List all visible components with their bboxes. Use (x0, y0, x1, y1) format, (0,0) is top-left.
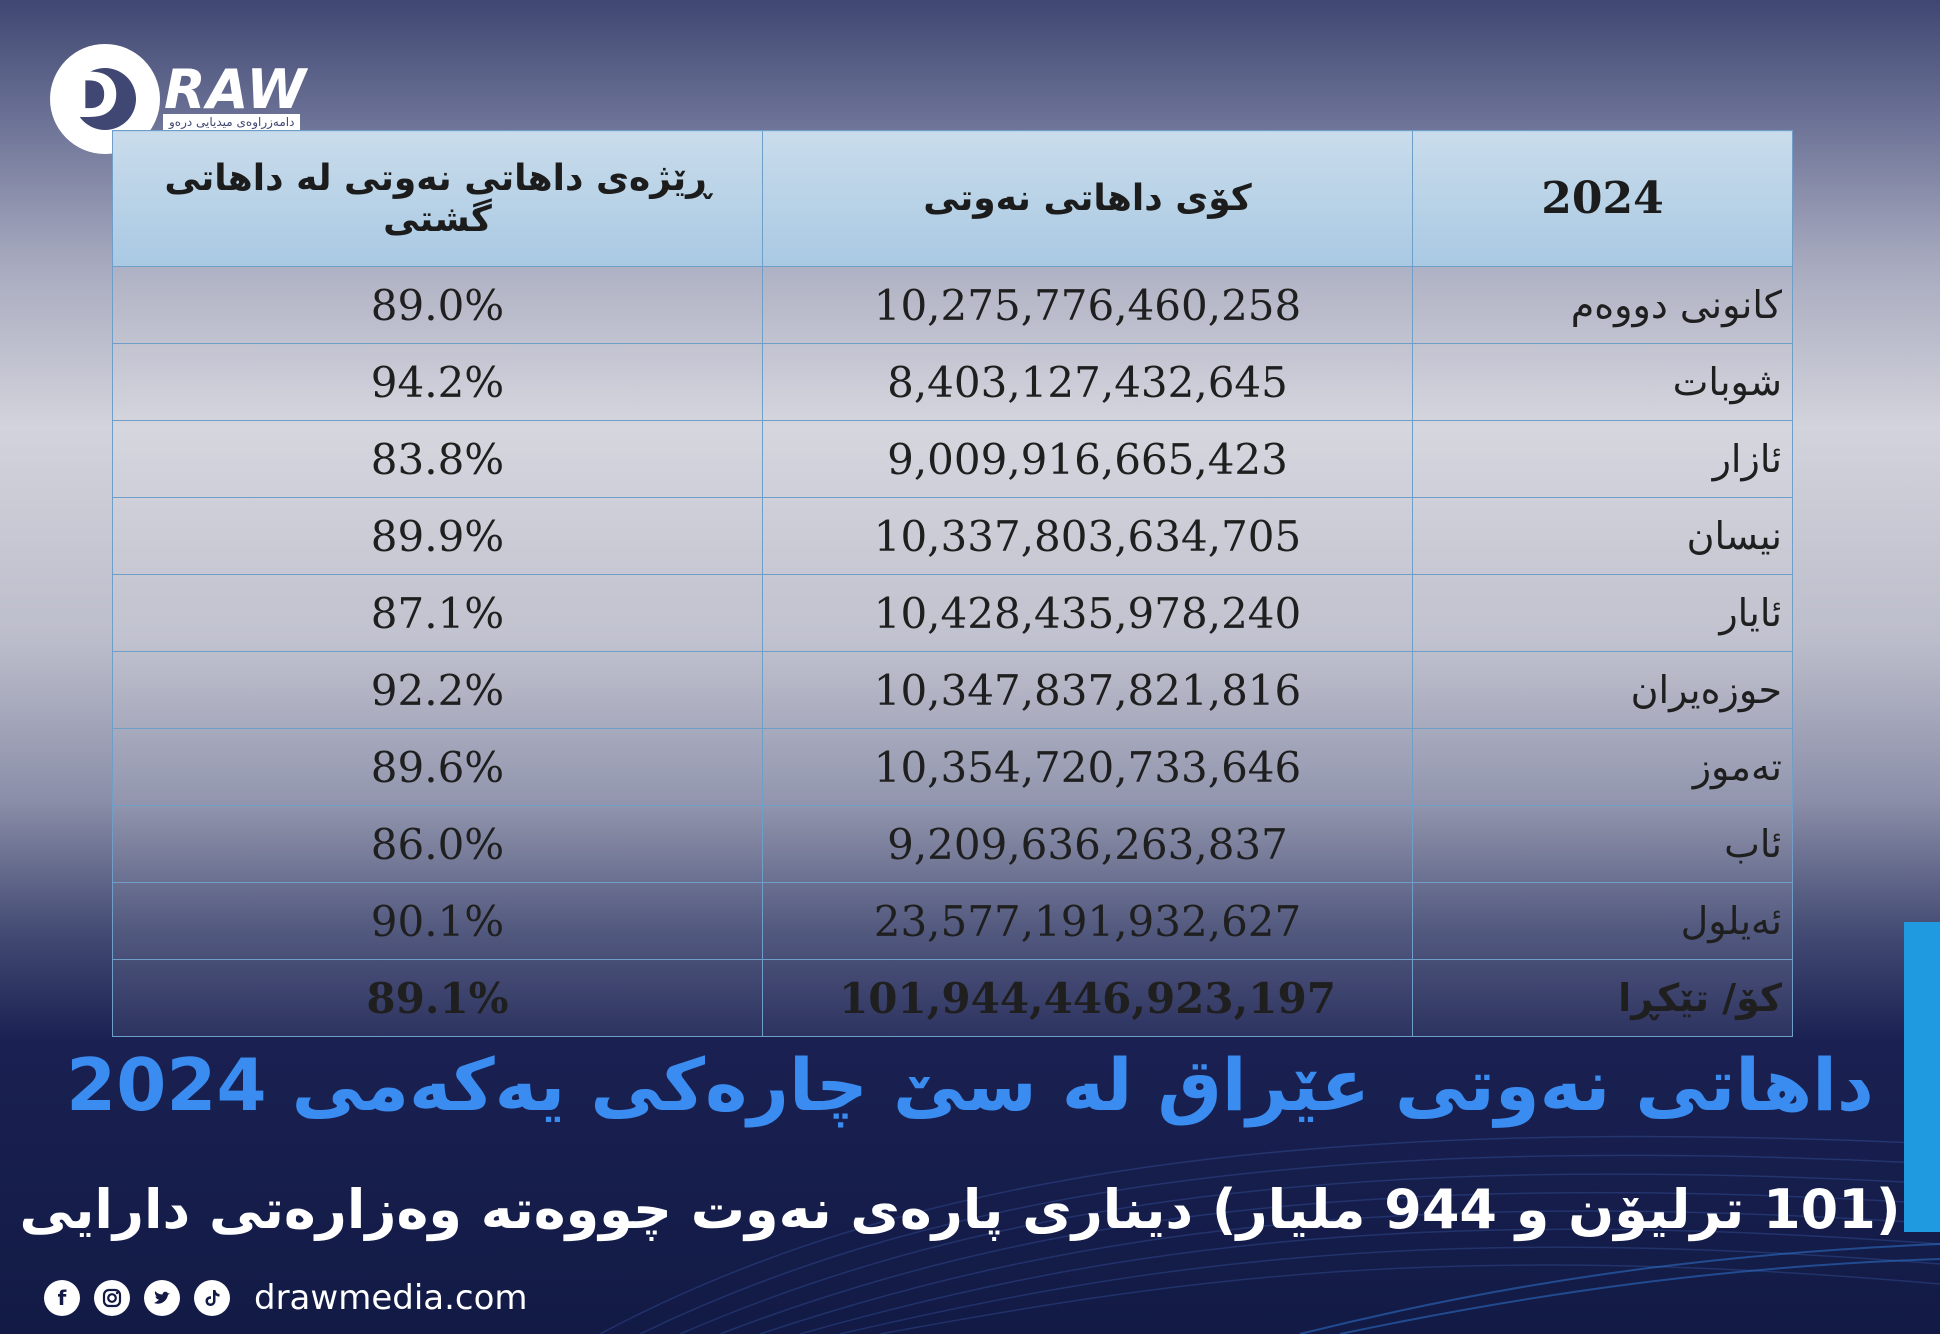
headline: داهاتی نەوتی عێراق لە سێ چارەکی یەکەمی 2… (66, 1043, 1874, 1127)
table-row: 94.2% 8,403,127,432,645 شوبات (112, 343, 1793, 421)
accent-bar (1904, 922, 1940, 1232)
table-row: 86.0% 9,209,636,263,837 ئاب (112, 805, 1793, 883)
month-cell: تەموز (1412, 728, 1793, 806)
logo-text: RAW (164, 58, 307, 121)
month-cell: نیسان (1412, 497, 1793, 575)
ratio-cell: 92.2% (112, 651, 763, 729)
revenue-cell: 10,275,776,460,258 (762, 266, 1413, 344)
table-row: 89.6% 10,354,720,733,646 تەموز (112, 728, 1793, 806)
revenue-cell: 8,403,127,432,645 (762, 343, 1413, 421)
month-cell: ئاب (1412, 805, 1793, 883)
table-row: 89.0% 10,275,776,460,258 کانونی دووەم (112, 266, 1793, 344)
instagram-icon[interactable] (94, 1280, 130, 1316)
month-cell: ئازار (1412, 420, 1793, 498)
ratio-cell: 86.0% (112, 805, 763, 883)
revenue-cell: 23,577,191,932,627 (762, 882, 1413, 960)
total-ratio-cell: 89.1% (112, 959, 763, 1037)
logo-letter: D (68, 59, 120, 132)
table-row: 92.2% 10,347,837,821,816 حوزەیران (112, 651, 1793, 729)
month-cell: شوبات (1412, 343, 1793, 421)
table-row: 89.9% 10,337,803,634,705 نیسان (112, 497, 1793, 575)
ratio-cell: 89.6% (112, 728, 763, 806)
table-total-row: 89.1% 101,944,446,923,197 کۆ/ تێکڕا (112, 959, 1793, 1037)
website-link[interactable]: drawmedia.com (254, 1278, 528, 1318)
table-row: 87.1% 10,428,435,978,240 ئایار (112, 574, 1793, 652)
ratio-cell: 90.1% (112, 882, 763, 960)
revenue-table: ڕێژەی داهاتی نەوتی لە داهاتی گشتی کۆی دا… (112, 130, 1793, 1037)
month-cell: ئەیلول (1412, 882, 1793, 960)
month-cell: کانونی دووەم (1412, 266, 1793, 344)
revenue-cell: 9,009,916,665,423 (762, 420, 1413, 498)
revenue-cell: 10,347,837,821,816 (762, 651, 1413, 729)
ratio-cell: 83.8% (112, 420, 763, 498)
table-header-row: ڕێژەی داهاتی نەوتی لە داهاتی گشتی کۆی دا… (112, 130, 1793, 267)
header-ratio: ڕێژەی داهاتی نەوتی لە داهاتی گشتی (112, 130, 763, 267)
ratio-cell: 87.1% (112, 574, 763, 652)
header-total-revenue: کۆی داهاتی نەوتی (762, 130, 1413, 267)
table-row: 90.1% 23,577,191,932,627 ئەیلول (112, 882, 1793, 960)
tiktok-icon[interactable] (194, 1280, 230, 1316)
revenue-cell: 10,428,435,978,240 (762, 574, 1413, 652)
logo-subtitle: دامەزراوەی میدیایی درەو (163, 114, 301, 130)
total-label-cell: کۆ/ تێکڕا (1412, 959, 1793, 1037)
twitter-icon[interactable] (144, 1280, 180, 1316)
ratio-cell: 89.9% (112, 497, 763, 575)
revenue-table-container: ڕێژەی داهاتی نەوتی لە داهاتی گشتی کۆی دا… (112, 130, 1793, 1037)
revenue-cell: 10,354,720,733,646 (762, 728, 1413, 806)
month-cell: حوزەیران (1412, 651, 1793, 729)
header-year: 2024 (1412, 130, 1793, 267)
revenue-cell: 9,209,636,263,837 (762, 805, 1413, 883)
ratio-cell: 89.0% (112, 266, 763, 344)
total-revenue-cell: 101,944,446,923,197 (762, 959, 1413, 1037)
table-row: 83.8% 9,009,916,665,423 ئازار (112, 420, 1793, 498)
facebook-icon[interactable]: f (44, 1280, 80, 1316)
social-footer: f drawmedia.com (44, 1278, 528, 1318)
subheadline: (101 ترلیۆن و 944 ملیار) دیناری پارەی نە… (19, 1178, 1901, 1241)
ratio-cell: 94.2% (112, 343, 763, 421)
revenue-cell: 10,337,803,634,705 (762, 497, 1413, 575)
month-cell: ئایار (1412, 574, 1793, 652)
